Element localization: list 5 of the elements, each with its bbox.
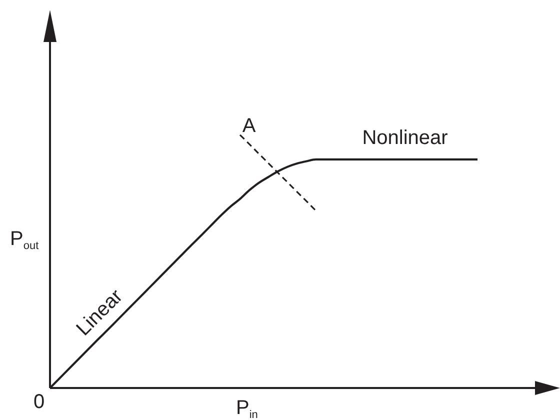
text: 0 <box>33 391 45 413</box>
series-label: A <box>242 114 256 137</box>
x-axis-title: P$_{in}$ <box>236 397 258 420</box>
annotation: Nonlinear <box>362 127 448 149</box>
y-axis-title: P$_{out}$ <box>10 228 39 252</box>
